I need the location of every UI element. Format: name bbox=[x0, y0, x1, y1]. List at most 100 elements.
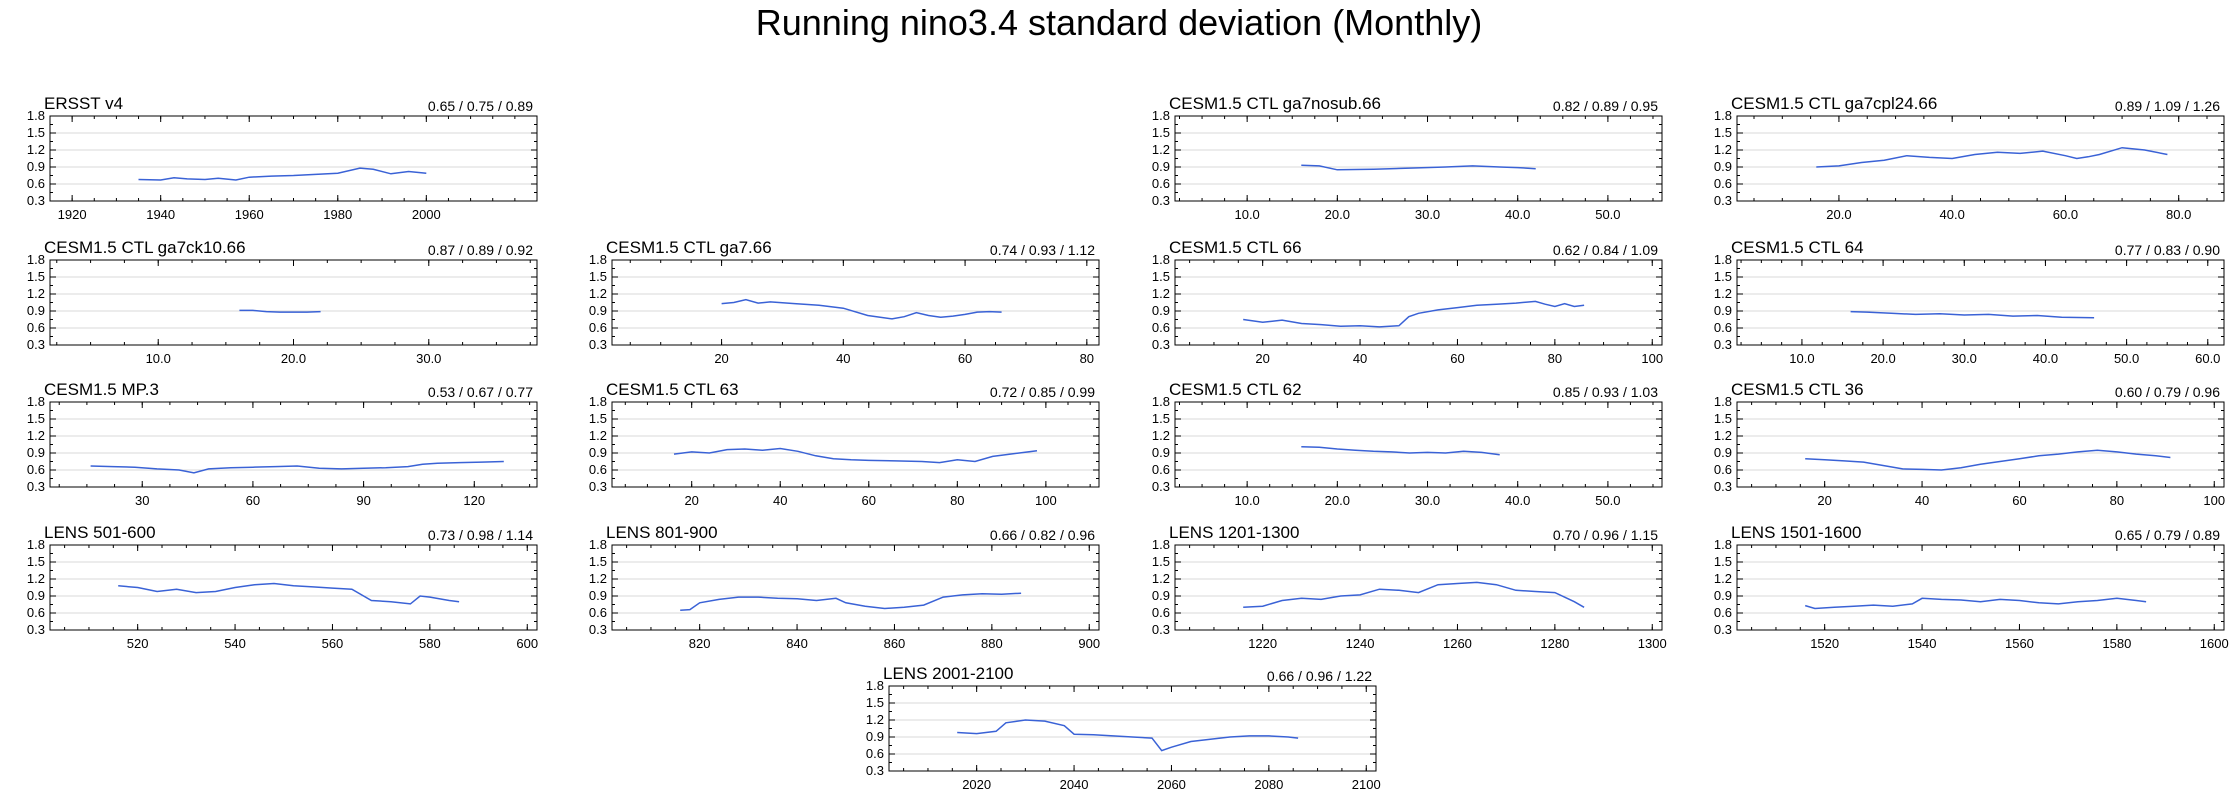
y-tick-label: 1.5 bbox=[589, 554, 607, 569]
x-tick-label: 20 bbox=[714, 351, 728, 366]
y-tick-label: 1.2 bbox=[589, 286, 607, 301]
series-line bbox=[239, 309, 321, 313]
y-tick-label: 0.6 bbox=[1714, 320, 1732, 335]
y-tick-label: 0.3 bbox=[589, 337, 607, 352]
y-tick-label: 0.9 bbox=[1152, 159, 1170, 174]
y-tick-label: 0.9 bbox=[1714, 445, 1732, 460]
series-line bbox=[1850, 310, 2095, 319]
y-tick-label: 1.5 bbox=[1152, 269, 1170, 284]
x-tick-label: 40 bbox=[836, 351, 850, 366]
y-tick-label: 0.9 bbox=[27, 588, 45, 603]
y-tick-label: 0.3 bbox=[27, 193, 45, 208]
series-line bbox=[680, 592, 1022, 611]
panel-8: 0.3 0.6 0.9 1.2 1.5 1.8 20 40 60 80 100 CESM1.5 CTL… bbox=[589, 380, 1100, 508]
x-tick-label: 2080 bbox=[1254, 777, 1283, 792]
plot-frame bbox=[1174, 259, 1663, 346]
y-tick-label: 1.5 bbox=[589, 269, 607, 284]
x-tick-label: 820 bbox=[689, 636, 711, 651]
y-tick-label: 1.5 bbox=[589, 411, 607, 426]
x-tick-label: 20 bbox=[1817, 493, 1831, 508]
panel-stats: 0.60 / 0.79 / 0.96 bbox=[2115, 384, 2220, 400]
x-tick-label: 20.0 bbox=[1325, 493, 1350, 508]
y-tick-label: 0.3 bbox=[1714, 479, 1732, 494]
panel-12: 0.3 0.6 0.9 1.2 1.5 1.8 820 840 860 880 900 LENS 80… bbox=[589, 523, 1100, 651]
x-tick-label: 50.0 bbox=[1595, 207, 1620, 222]
panel-title: LENS 1501-1600 bbox=[1731, 523, 1861, 542]
x-tick-label: 1560 bbox=[2005, 636, 2034, 651]
panel-stats: 0.72 / 0.85 / 0.99 bbox=[990, 384, 1095, 400]
x-tick-label: 40 bbox=[773, 493, 787, 508]
plot-frame bbox=[1174, 544, 1663, 631]
x-tick-label: 80 bbox=[1548, 351, 1562, 366]
panel-6: 0.3 0.6 0.9 1.2 1.5 1.8 10.0 20.0 30.0 40.0 50.0 60… bbox=[1714, 238, 2225, 366]
panel-stats: 0.89 / 1.09 / 1.26 bbox=[2115, 98, 2220, 114]
y-tick-label: 1.5 bbox=[27, 411, 45, 426]
panel-title: ERSST v4 bbox=[44, 94, 123, 113]
y-tick-label: 1.8 bbox=[1152, 108, 1170, 123]
y-tick-label: 1.5 bbox=[1714, 411, 1732, 426]
y-tick-label: 0.6 bbox=[1152, 462, 1170, 477]
y-tick-label: 0.3 bbox=[27, 479, 45, 494]
y-tick-label: 1.8 bbox=[1152, 394, 1170, 409]
x-tick-label: 80 bbox=[2110, 493, 2124, 508]
panel-13: 0.3 0.6 0.9 1.2 1.5 1.8 1220 1240 1260 1280 1300 LE… bbox=[1152, 523, 1667, 651]
panel-title: CESM1.5 CTL 63 bbox=[606, 380, 739, 399]
y-tick-label: 0.9 bbox=[589, 303, 607, 318]
y-tick-label: 1.2 bbox=[1714, 286, 1732, 301]
y-tick-label: 0.3 bbox=[1152, 622, 1170, 637]
y-tick-label: 1.5 bbox=[1152, 125, 1170, 140]
y-tick-label: 1.2 bbox=[1152, 571, 1170, 586]
series-line bbox=[1804, 597, 2147, 610]
series-line bbox=[1805, 449, 2171, 471]
panel-15: 0.3 0.6 0.9 1.2 1.5 1.8 2020 2040 2060 2080 2100 LE… bbox=[866, 664, 1381, 792]
y-tick-label: 0.9 bbox=[1152, 303, 1170, 318]
plot-frame bbox=[611, 401, 1100, 488]
series-line bbox=[1243, 300, 1585, 328]
plot-frame bbox=[49, 259, 538, 346]
y-tick-label: 0.6 bbox=[1714, 462, 1732, 477]
y-tick-label: 1.8 bbox=[1714, 252, 1732, 267]
x-tick-label: 60 bbox=[2012, 493, 2026, 508]
plot-frame bbox=[1174, 115, 1663, 202]
x-tick-label: 50.0 bbox=[1595, 493, 1620, 508]
series-line bbox=[1816, 146, 2168, 168]
plot-frame bbox=[611, 544, 1100, 631]
x-tick-label: 90 bbox=[356, 493, 370, 508]
y-tick-label: 0.9 bbox=[27, 303, 45, 318]
x-tick-label: 80 bbox=[1080, 351, 1094, 366]
y-tick-label: 0.3 bbox=[589, 622, 607, 637]
panel-title: CESM1.5 CTL 62 bbox=[1169, 380, 1302, 399]
y-tick-label: 1.8 bbox=[27, 108, 45, 123]
panel-7: 0.3 0.6 0.9 1.2 1.5 1.8 30 60 90 120 CESM1.5 MP.3 0… bbox=[27, 380, 538, 508]
y-tick-label: 1.2 bbox=[27, 142, 45, 157]
x-tick-label: 1300 bbox=[1638, 636, 1667, 651]
x-tick-label: 1940 bbox=[146, 207, 175, 222]
y-tick-label: 1.5 bbox=[27, 269, 45, 284]
x-tick-label: 100 bbox=[1035, 493, 1057, 508]
plot-frame bbox=[1736, 115, 2225, 202]
x-tick-label: 30.0 bbox=[1415, 493, 1440, 508]
y-tick-label: 0.6 bbox=[589, 462, 607, 477]
series-line bbox=[957, 719, 1299, 752]
y-tick-label: 0.6 bbox=[1152, 605, 1170, 620]
y-tick-label: 1.5 bbox=[1714, 269, 1732, 284]
y-tick-label: 1.8 bbox=[27, 394, 45, 409]
y-tick-label: 1.2 bbox=[27, 571, 45, 586]
series-line bbox=[90, 460, 504, 474]
x-tick-label: 2040 bbox=[1060, 777, 1089, 792]
x-tick-label: 600 bbox=[516, 636, 538, 651]
x-tick-label: 100 bbox=[1641, 351, 1663, 366]
x-tick-label: 520 bbox=[127, 636, 149, 651]
y-tick-label: 0.3 bbox=[589, 479, 607, 494]
page-title: Running nino3.4 standard deviation (Mont… bbox=[755, 2, 1483, 43]
x-tick-label: 860 bbox=[884, 636, 906, 651]
y-tick-label: 1.5 bbox=[27, 554, 45, 569]
x-tick-label: 880 bbox=[981, 636, 1003, 651]
y-tick-label: 1.2 bbox=[589, 571, 607, 586]
x-tick-label: 1540 bbox=[1908, 636, 1937, 651]
panel-stats: 0.65 / 0.79 / 0.89 bbox=[2115, 527, 2220, 543]
y-tick-label: 0.3 bbox=[1714, 193, 1732, 208]
x-tick-label: 2000 bbox=[412, 207, 441, 222]
y-tick-label: 1.8 bbox=[1714, 108, 1732, 123]
x-tick-label: 900 bbox=[1078, 636, 1100, 651]
